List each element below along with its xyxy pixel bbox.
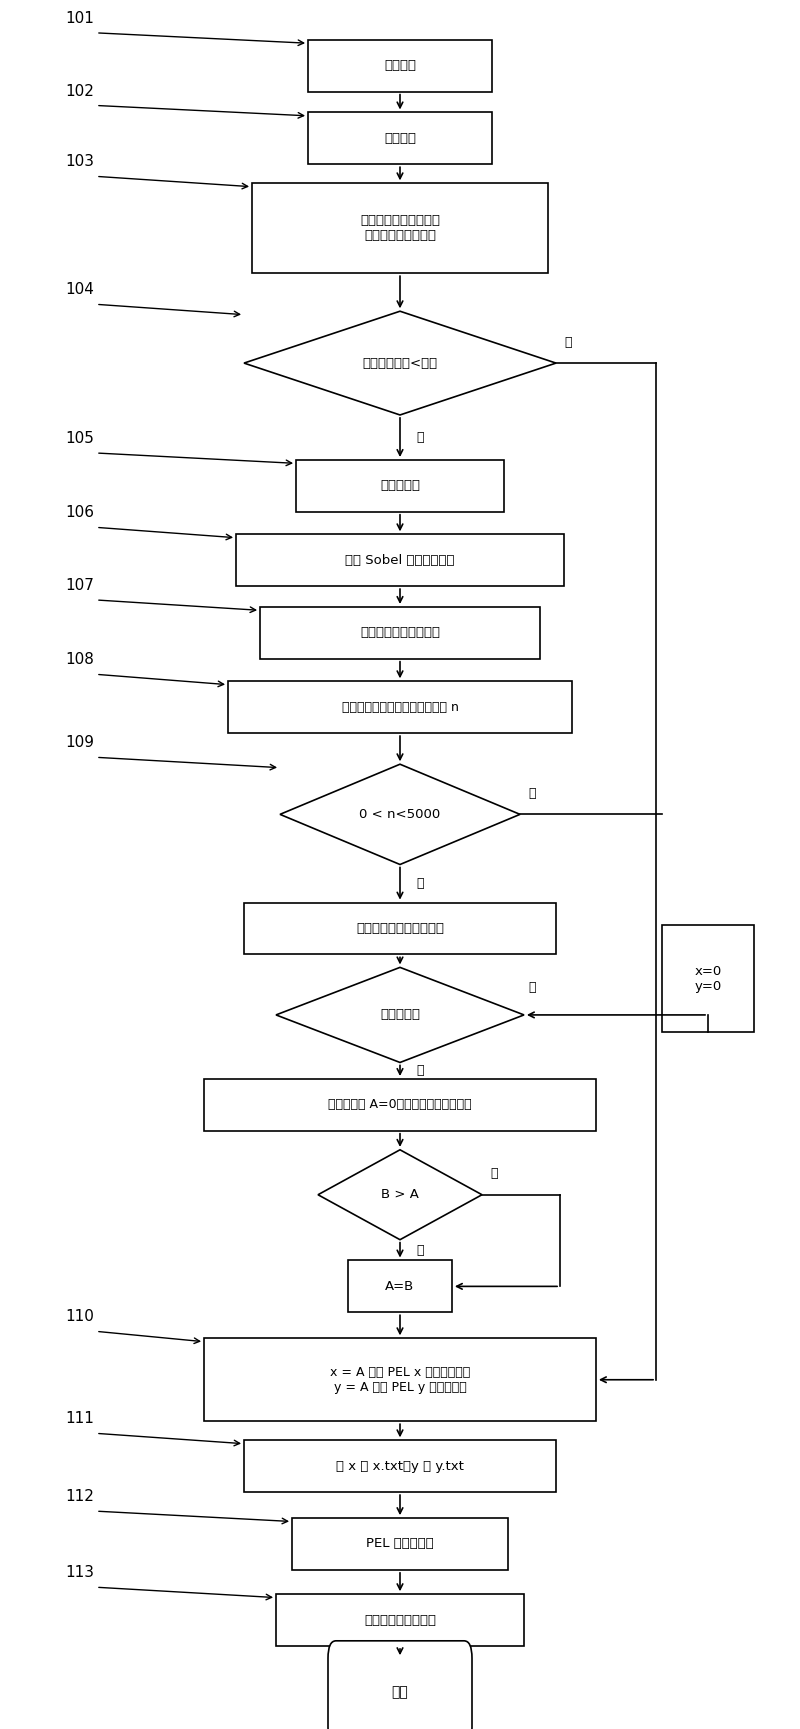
- Polygon shape: [244, 311, 556, 415]
- Text: 创建文档（图像数量，
保存路径，文件名）: 创建文档（图像数量， 保存路径，文件名）: [360, 214, 440, 242]
- Polygon shape: [276, 968, 524, 1062]
- Text: 113: 113: [66, 1565, 94, 1580]
- Text: 读取图像次数<数量: 读取图像次数<数量: [362, 356, 438, 370]
- Polygon shape: [318, 1150, 482, 1240]
- FancyBboxPatch shape: [308, 112, 492, 164]
- Text: 108: 108: [66, 652, 94, 667]
- Text: 107: 107: [66, 577, 94, 593]
- Text: x = A 区域 PEL x 轴值平均数，
y = A 区域 PEL y 轴值平均数: x = A 区域 PEL x 轴值平均数， y = A 区域 PEL y 轴值平…: [330, 1366, 470, 1394]
- Text: 是: 是: [416, 1063, 423, 1077]
- FancyBboxPatch shape: [204, 1079, 596, 1131]
- FancyBboxPatch shape: [662, 925, 754, 1032]
- FancyBboxPatch shape: [244, 1440, 556, 1492]
- Text: 否: 否: [528, 787, 535, 801]
- FancyBboxPatch shape: [228, 681, 572, 733]
- Text: 基于连接区域面积填充腔: 基于连接区域面积填充腔: [356, 922, 444, 935]
- FancyBboxPatch shape: [276, 1594, 524, 1646]
- Text: 是: 是: [416, 431, 423, 444]
- Text: 扫描未完成: 扫描未完成: [380, 1008, 420, 1022]
- Text: 否: 否: [528, 980, 535, 994]
- Text: 109: 109: [66, 735, 94, 750]
- Text: A=B: A=B: [386, 1279, 414, 1293]
- FancyBboxPatch shape: [252, 183, 548, 273]
- FancyBboxPatch shape: [236, 534, 564, 586]
- Polygon shape: [280, 764, 520, 864]
- FancyBboxPatch shape: [348, 1260, 452, 1312]
- Text: 105: 105: [66, 431, 94, 446]
- Text: 图像捕捉: 图像捕捉: [384, 131, 416, 145]
- FancyBboxPatch shape: [296, 460, 504, 512]
- Text: 改为灰度图: 改为灰度图: [380, 479, 420, 493]
- Text: PEL 转换为位移: PEL 转换为位移: [366, 1537, 434, 1551]
- Text: 弯曲位移与时间曲线: 弯曲位移与时间曲线: [364, 1613, 436, 1627]
- Text: 112: 112: [66, 1489, 94, 1504]
- FancyBboxPatch shape: [292, 1518, 508, 1570]
- Text: 106: 106: [66, 505, 94, 520]
- Text: 在二值化处理后返回图像点数量 n: 在二值化处理后返回图像点数量 n: [342, 700, 458, 714]
- Text: 103: 103: [66, 154, 94, 169]
- Text: 初始化面积 A=0，计算连接区域的面积: 初始化面积 A=0，计算连接区域的面积: [328, 1098, 472, 1112]
- Text: 是: 是: [416, 1243, 423, 1257]
- FancyBboxPatch shape: [260, 607, 540, 659]
- Text: 视频捕捉: 视频捕捉: [384, 59, 416, 73]
- FancyBboxPatch shape: [204, 1338, 596, 1421]
- FancyBboxPatch shape: [244, 903, 556, 954]
- FancyBboxPatch shape: [328, 1641, 472, 1729]
- FancyBboxPatch shape: [308, 40, 492, 92]
- Text: 是: 是: [416, 877, 423, 890]
- Text: 写 x 到 x.txt，y 到 y.txt: 写 x 到 x.txt，y 到 y.txt: [336, 1459, 464, 1473]
- Text: x=0
y=0: x=0 y=0: [694, 965, 722, 992]
- Text: 0 < n<5000: 0 < n<5000: [359, 807, 441, 821]
- Text: 使用矩守恒法得到阈值: 使用矩守恒法得到阈值: [360, 626, 440, 640]
- Text: 结束: 结束: [392, 1686, 408, 1700]
- Text: 通过 Sobel 算法边缘检测: 通过 Sobel 算法边缘检测: [346, 553, 454, 567]
- Text: 否: 否: [564, 335, 571, 349]
- Text: 101: 101: [66, 10, 94, 26]
- Text: 否: 否: [490, 1167, 498, 1181]
- Text: B > A: B > A: [381, 1188, 419, 1202]
- Text: 104: 104: [66, 282, 94, 297]
- Text: 110: 110: [66, 1309, 94, 1324]
- Text: 111: 111: [66, 1411, 94, 1426]
- Text: 102: 102: [66, 83, 94, 99]
